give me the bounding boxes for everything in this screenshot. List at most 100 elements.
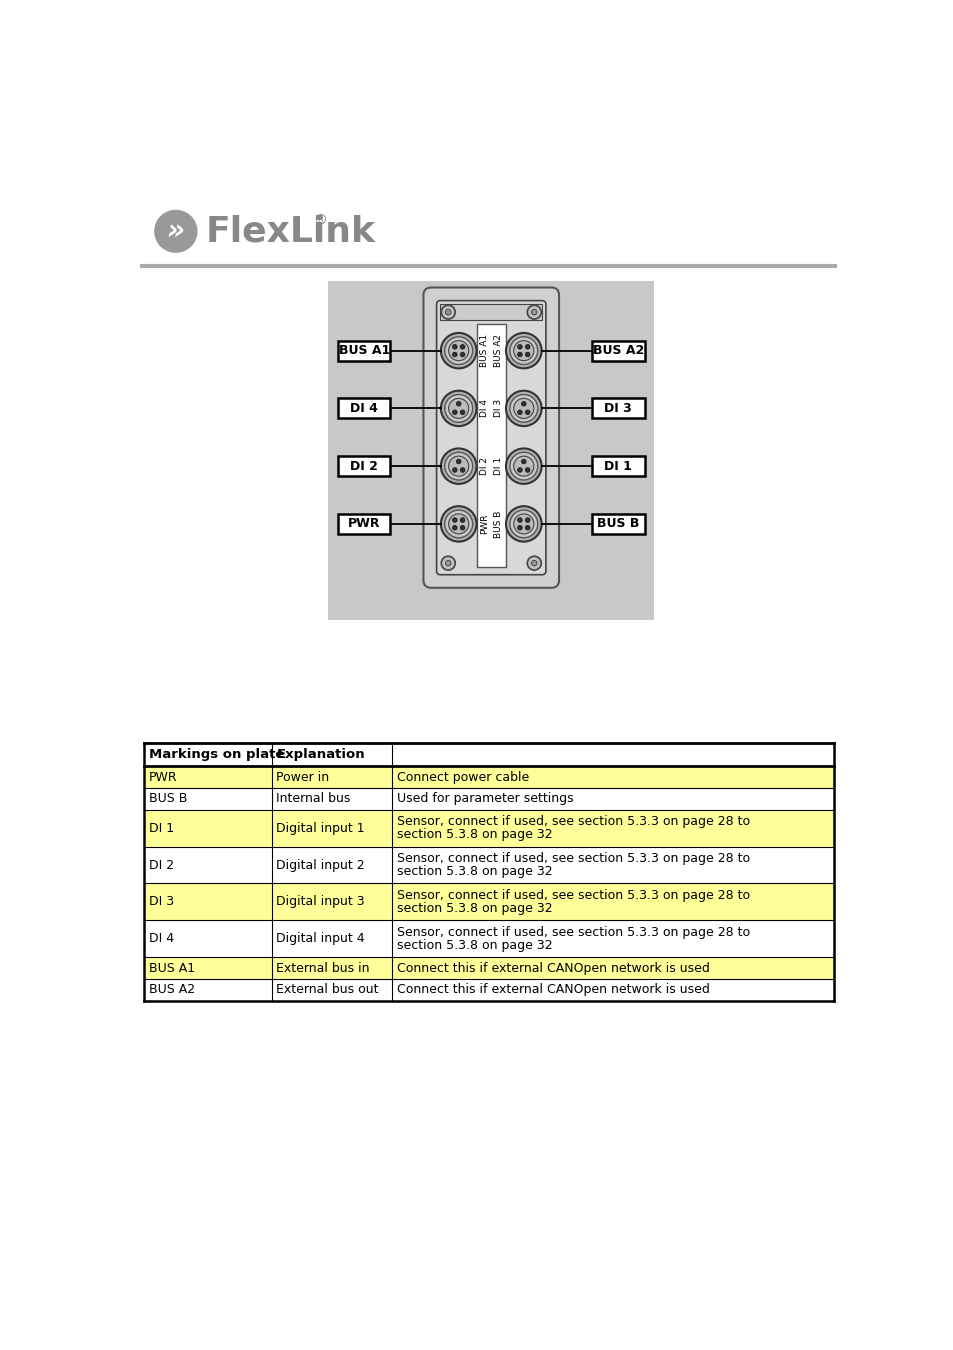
Circle shape bbox=[525, 344, 530, 350]
Bar bbox=[328, 281, 654, 620]
Text: DI 4: DI 4 bbox=[350, 402, 377, 414]
Text: DI 2: DI 2 bbox=[479, 458, 488, 475]
Text: Digital input 3: Digital input 3 bbox=[276, 895, 365, 909]
Text: Sensor, connect if used, see section 5.3.3 on page 28 to: Sensor, connect if used, see section 5.3… bbox=[396, 815, 749, 828]
Circle shape bbox=[517, 518, 521, 522]
Text: section 5.3.8 on page 32: section 5.3.8 on page 32 bbox=[396, 865, 552, 878]
Circle shape bbox=[440, 333, 476, 369]
Circle shape bbox=[452, 467, 456, 472]
Text: BUS B: BUS B bbox=[597, 517, 639, 531]
Circle shape bbox=[452, 352, 456, 356]
Circle shape bbox=[440, 448, 476, 483]
Text: section 5.3.8 on page 32: section 5.3.8 on page 32 bbox=[396, 902, 552, 915]
Text: section 5.3.8 on page 32: section 5.3.8 on page 32 bbox=[396, 828, 552, 841]
Circle shape bbox=[441, 556, 455, 570]
Circle shape bbox=[521, 401, 525, 406]
Circle shape bbox=[513, 456, 534, 477]
Circle shape bbox=[509, 336, 537, 364]
Circle shape bbox=[509, 394, 537, 423]
Text: Markings on plate: Markings on plate bbox=[149, 748, 284, 761]
Bar bbox=[144, 883, 833, 921]
Circle shape bbox=[517, 352, 521, 356]
Bar bbox=[337, 398, 390, 418]
Text: BUS A1: BUS A1 bbox=[149, 961, 194, 975]
Circle shape bbox=[154, 209, 197, 252]
Text: FlexLink: FlexLink bbox=[205, 215, 375, 248]
Text: PWR: PWR bbox=[149, 771, 177, 784]
Text: Connect this if external CANOpen network is used: Connect this if external CANOpen network… bbox=[396, 961, 709, 975]
Circle shape bbox=[444, 394, 472, 423]
Circle shape bbox=[444, 510, 472, 537]
Text: DI 1: DI 1 bbox=[494, 458, 502, 475]
Circle shape bbox=[531, 309, 537, 315]
Circle shape bbox=[459, 344, 464, 350]
Text: BUS B: BUS B bbox=[494, 510, 502, 537]
Circle shape bbox=[441, 305, 455, 319]
Circle shape bbox=[452, 344, 456, 350]
Circle shape bbox=[509, 510, 537, 537]
Circle shape bbox=[444, 336, 472, 364]
Circle shape bbox=[452, 410, 456, 414]
Circle shape bbox=[459, 467, 464, 472]
Text: DI 1: DI 1 bbox=[149, 822, 173, 834]
Text: Sensor, connect if used, see section 5.3.3 on page 28 to: Sensor, connect if used, see section 5.3… bbox=[396, 926, 749, 938]
FancyBboxPatch shape bbox=[436, 301, 545, 575]
Bar bbox=[476, 324, 505, 567]
Circle shape bbox=[527, 305, 540, 319]
Text: Explanation: Explanation bbox=[276, 748, 365, 761]
FancyBboxPatch shape bbox=[423, 288, 558, 587]
Text: Connect this if external CANOpen network is used: Connect this if external CANOpen network… bbox=[396, 983, 709, 996]
Circle shape bbox=[505, 390, 541, 427]
Circle shape bbox=[525, 525, 530, 531]
Text: BUS A2: BUS A2 bbox=[149, 983, 194, 996]
Circle shape bbox=[517, 410, 521, 414]
Circle shape bbox=[509, 452, 537, 481]
Circle shape bbox=[517, 525, 521, 531]
Text: Used for parameter settings: Used for parameter settings bbox=[396, 792, 573, 806]
Text: »: » bbox=[167, 217, 185, 246]
Circle shape bbox=[517, 467, 521, 472]
Circle shape bbox=[459, 410, 464, 414]
Text: PWR: PWR bbox=[479, 513, 488, 535]
Circle shape bbox=[521, 459, 525, 464]
Circle shape bbox=[459, 525, 464, 531]
Bar bbox=[144, 810, 833, 846]
Text: DI 1: DI 1 bbox=[604, 459, 632, 472]
Circle shape bbox=[456, 401, 460, 406]
Text: DI 4: DI 4 bbox=[149, 933, 173, 945]
Text: Connect power cable: Connect power cable bbox=[396, 771, 529, 784]
Circle shape bbox=[448, 340, 468, 360]
Bar bbox=[144, 957, 833, 979]
Bar bbox=[592, 340, 644, 360]
Text: BUS A1: BUS A1 bbox=[479, 333, 488, 367]
Text: DI 4: DI 4 bbox=[479, 400, 488, 417]
Circle shape bbox=[444, 452, 472, 481]
Circle shape bbox=[517, 344, 521, 350]
Text: DI 3: DI 3 bbox=[149, 895, 173, 909]
Bar bbox=[144, 788, 833, 810]
Bar bbox=[144, 979, 833, 1000]
Bar bbox=[144, 921, 833, 957]
Bar bbox=[337, 514, 390, 533]
Circle shape bbox=[448, 456, 468, 477]
Text: ®: ® bbox=[313, 213, 327, 228]
Text: External bus out: External bus out bbox=[276, 983, 378, 996]
Circle shape bbox=[440, 390, 476, 427]
Circle shape bbox=[527, 556, 540, 570]
Bar bbox=[144, 846, 833, 883]
Circle shape bbox=[513, 340, 534, 360]
Circle shape bbox=[505, 333, 541, 369]
Text: Sensor, connect if used, see section 5.3.3 on page 28 to: Sensor, connect if used, see section 5.3… bbox=[396, 888, 749, 902]
Circle shape bbox=[440, 506, 476, 541]
Bar bbox=[144, 744, 833, 767]
Circle shape bbox=[531, 560, 537, 566]
Bar bbox=[592, 398, 644, 418]
Text: DI 2: DI 2 bbox=[350, 459, 377, 472]
Text: DI 2: DI 2 bbox=[149, 859, 173, 872]
Bar bbox=[440, 305, 541, 320]
Text: DI 3: DI 3 bbox=[604, 402, 632, 414]
Circle shape bbox=[525, 352, 530, 356]
Text: Internal bus: Internal bus bbox=[276, 792, 351, 806]
Text: Digital input 1: Digital input 1 bbox=[276, 822, 365, 834]
Text: External bus in: External bus in bbox=[276, 961, 370, 975]
